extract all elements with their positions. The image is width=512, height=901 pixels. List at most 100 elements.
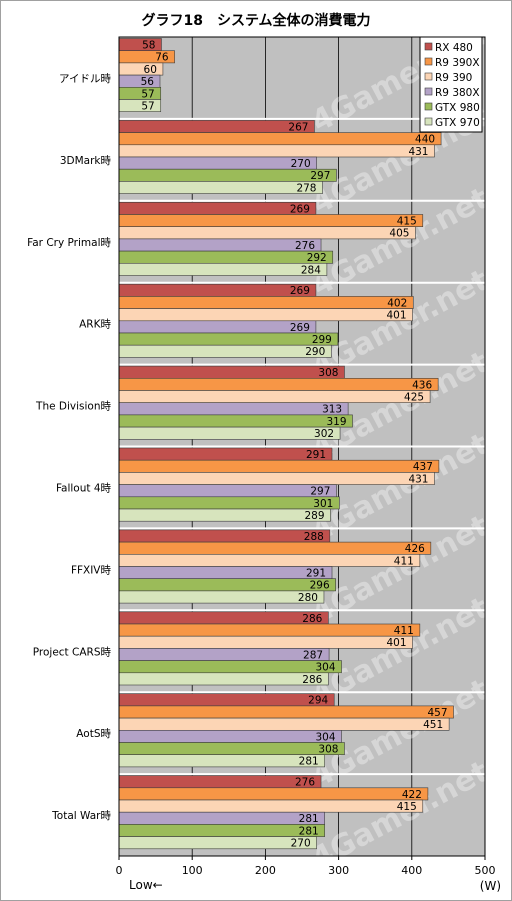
bar-value-label: 286 xyxy=(302,674,322,686)
bar-value-label: 299 xyxy=(312,334,332,346)
bar-value-label: 269 xyxy=(290,285,310,297)
bar-value-label: 287 xyxy=(303,649,323,661)
bar-value-label: 267 xyxy=(288,121,308,133)
bar-value-label: 457 xyxy=(427,707,447,719)
bar-value-label: 276 xyxy=(295,240,315,252)
bar-value-label: 401 xyxy=(386,637,406,649)
bar-value-label: 60 xyxy=(144,64,157,76)
bar-value-label: 313 xyxy=(322,404,342,416)
bar-value-label: 270 xyxy=(291,158,311,170)
bar xyxy=(118,181,323,194)
bar-value-label: 281 xyxy=(299,813,319,825)
bar xyxy=(118,787,429,801)
legend-label: R9 380X xyxy=(435,87,480,99)
bar xyxy=(118,214,424,227)
bar-value-label: 422 xyxy=(402,789,422,801)
category-label: Fallout 4時 xyxy=(56,482,112,494)
bar-value-label: 281 xyxy=(299,825,319,837)
bar-value-label: 301 xyxy=(313,498,333,510)
bar xyxy=(118,320,317,334)
legend-label: R9 390 xyxy=(435,72,472,84)
bar-value-label: 269 xyxy=(290,203,310,215)
legend-swatch xyxy=(424,117,433,126)
bar-value-label: 294 xyxy=(308,695,328,707)
bar-value-label: 288 xyxy=(304,531,324,543)
bar-value-label: 436 xyxy=(412,379,432,391)
bar xyxy=(118,541,432,555)
bar xyxy=(118,824,325,837)
x-tick-label: 0 xyxy=(116,864,123,877)
bar-value-label: 276 xyxy=(295,777,315,789)
chart-title: グラフ18 システム全体の消費電力 xyxy=(141,12,370,29)
bar-value-label: 308 xyxy=(318,367,338,379)
category-label: The Division時 xyxy=(35,401,111,413)
legend-label: RX 480 xyxy=(435,42,473,54)
bar xyxy=(118,132,442,146)
bar xyxy=(118,459,440,473)
bar-value-label: 297 xyxy=(310,486,330,498)
bar xyxy=(118,120,315,133)
bar-value-label: 319 xyxy=(326,416,346,428)
bar xyxy=(118,402,349,416)
bar xyxy=(118,717,450,731)
bar-value-label: 437 xyxy=(413,461,433,473)
category-label: Project CARS時 xyxy=(33,646,112,658)
bar-value-label: 411 xyxy=(394,555,414,567)
bar xyxy=(118,332,339,346)
bar-value-label: 289 xyxy=(305,510,325,522)
bar xyxy=(118,742,345,755)
legend-box xyxy=(419,36,483,133)
bar xyxy=(118,344,332,358)
bar-value-label: 402 xyxy=(387,297,407,309)
bar xyxy=(118,496,340,510)
x-tick-label: 100 xyxy=(182,864,203,877)
category-label: 3DMark時 xyxy=(60,155,112,167)
bar xyxy=(118,283,317,297)
bar-value-label: 290 xyxy=(305,346,325,358)
bar xyxy=(118,377,439,391)
bar-value-label: 302 xyxy=(314,428,334,440)
bar-value-label: 269 xyxy=(290,322,310,334)
bar xyxy=(118,578,336,592)
category-labels: アイドル時 3DMark時 Far Cry Primal時 ARK時 The Divis… xyxy=(27,73,111,822)
legend-swatch xyxy=(424,72,433,81)
legend: RX 480 R9 390X R9 390 R9 380X GTX 980 GTX 970 xyxy=(419,36,483,133)
category-label: Total War時 xyxy=(51,810,111,822)
bar-value-label: 280 xyxy=(298,592,318,604)
legend-swatch xyxy=(424,102,433,111)
bar-value-label: 426 xyxy=(405,543,425,555)
bar-value-label: 431 xyxy=(408,473,428,485)
bar xyxy=(118,553,421,567)
bar xyxy=(118,648,330,661)
bar-value-label: 284 xyxy=(301,264,321,276)
bar xyxy=(118,590,325,604)
bar-value-label: 425 xyxy=(404,392,424,404)
bar xyxy=(118,156,317,170)
bar xyxy=(118,672,329,686)
category-label: FFXIV時 xyxy=(71,564,112,576)
bar-value-label: 76 xyxy=(155,52,169,64)
plot-frame xyxy=(118,36,486,857)
bar xyxy=(118,238,322,252)
unit-label: (W) xyxy=(480,879,501,893)
bar-value-label: 415 xyxy=(397,216,417,228)
bar-value-label: 411 xyxy=(394,625,414,637)
bar-value-label: 431 xyxy=(408,146,428,158)
bar-value-label: 405 xyxy=(389,228,409,240)
x-tick-label: 300 xyxy=(328,864,349,877)
category-label: アイドル時 xyxy=(59,73,111,85)
legend-swatch xyxy=(424,57,433,66)
bar-value-label: 291 xyxy=(306,568,326,580)
bar-value-label: 415 xyxy=(397,801,417,813)
bar xyxy=(118,836,317,850)
bar xyxy=(118,447,333,461)
bar-value-label: 291 xyxy=(306,449,326,461)
bar xyxy=(118,308,413,322)
bar xyxy=(118,202,317,215)
bars: 5876605657572674404312702972782694154052… xyxy=(118,38,454,850)
category-label: ARK時 xyxy=(79,319,111,331)
bar-value-label: 58 xyxy=(142,40,155,52)
x-axis-ticks: 0 100 200 300 400 500 xyxy=(116,856,496,877)
